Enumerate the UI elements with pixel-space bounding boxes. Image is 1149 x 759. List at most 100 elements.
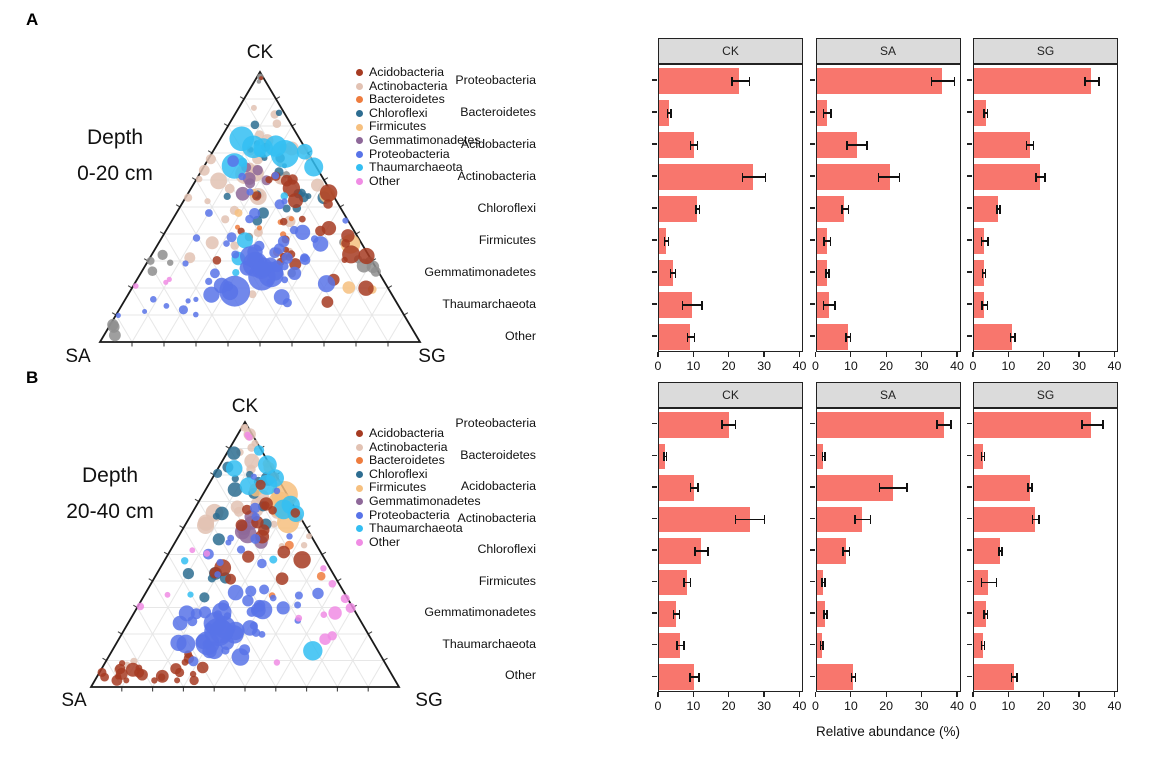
error-bar-cap [869, 514, 872, 524]
bar-category-label: Other [505, 329, 536, 343]
bar [659, 506, 750, 533]
scatter-point [231, 648, 250, 666]
y-axis-tick [652, 175, 657, 177]
error-bar-cap [983, 108, 985, 118]
error-bar-cap [1027, 483, 1029, 493]
scatter-point [231, 475, 239, 483]
y-axis-tick [967, 175, 972, 177]
error-bar [822, 581, 826, 584]
error-bar-cap [689, 140, 692, 150]
error-bar-cap [841, 204, 843, 214]
scatter-point [151, 677, 158, 684]
error-bar-cap [689, 483, 692, 493]
bar-category-label: Thaumarchaeota [442, 636, 536, 651]
legend-swatch-icon [356, 137, 363, 145]
error-bar-cap [854, 514, 856, 524]
scatter-point [182, 260, 189, 267]
y-axis-tick [967, 271, 972, 273]
legend-item-label: Proteobacteria [369, 146, 450, 161]
scatter-point [157, 249, 168, 260]
facet-plot-area [658, 408, 803, 692]
error-bar [823, 304, 835, 306]
ternary-b-right-axis-label: SG [415, 690, 443, 711]
error-bar [823, 613, 827, 615]
bar [974, 412, 1091, 438]
bar-category-label: Firmicutes [478, 573, 536, 588]
error-bar-cap [996, 204, 998, 214]
x-tick-label: 30 [914, 699, 929, 713]
bar-category-label: Chloroflexi [477, 201, 536, 215]
y-axis-tick [652, 517, 657, 520]
x-axis-tick [972, 352, 974, 357]
scatter-point [234, 208, 243, 217]
y-axis-tick [809, 644, 815, 646]
legend-swatch-icon [356, 96, 363, 104]
error-bar-cap [834, 300, 836, 310]
scatter-point [199, 592, 210, 603]
scatter-point [227, 155, 239, 167]
legend-item: Gemmatimonadetes [356, 494, 481, 509]
error-bar-cap [854, 672, 857, 682]
error-bar-cap [666, 108, 669, 118]
bar-category-label: Actinobacteria [457, 169, 536, 183]
x-axis-tick [885, 692, 887, 697]
x-tick-label: 30 [914, 359, 929, 373]
error-bar-cap [984, 268, 987, 278]
x-axis-tick [798, 352, 801, 357]
scatter-point [253, 144, 266, 157]
ternary-border [89, 420, 401, 688]
ternary-a-right-axis-label: SG [418, 346, 446, 367]
error-bar [984, 613, 988, 615]
scatter-point [293, 551, 311, 569]
legend-swatch-icon [356, 178, 363, 186]
error-bar [690, 487, 699, 489]
bar [974, 443, 983, 470]
scatter-point [269, 555, 278, 564]
error-bar [998, 550, 1002, 552]
scatter-point [340, 594, 350, 604]
x-axis-tick [763, 352, 765, 357]
scatter-point [227, 446, 241, 460]
scatter-point [227, 482, 243, 497]
error-bar-cap [696, 140, 699, 150]
scatter-point [245, 585, 257, 597]
facet-plot-area [815, 408, 961, 692]
x-tick-label: 10 [843, 699, 858, 713]
x-tick-label: 10 [686, 359, 701, 373]
scatter-point [236, 545, 246, 554]
scatter-point [250, 473, 257, 480]
grid-line [387, 314, 405, 343]
error-bar-cap [689, 578, 692, 588]
scatter-point [294, 591, 303, 600]
scatter-point [253, 240, 265, 252]
legend-swatch-icon [356, 164, 363, 172]
legend-item: Bacteroidetes [356, 93, 481, 107]
error-bar-cap [823, 236, 825, 246]
scatter-point [271, 171, 280, 180]
scatter-point [147, 266, 158, 276]
scatter-point [266, 469, 284, 487]
scatter-point [243, 425, 249, 431]
scatter-point [258, 455, 277, 475]
legend-item: Firmicutes [356, 120, 481, 134]
scatter-point [221, 215, 230, 224]
scatter-point [184, 193, 193, 202]
scatter-point [178, 305, 188, 315]
scatter-point [164, 591, 171, 598]
scatter-point [163, 303, 170, 309]
legend-swatch-icon [356, 443, 363, 451]
scatter-point [230, 500, 244, 514]
bar [974, 475, 1030, 501]
bar [974, 506, 1036, 533]
grid-line [306, 607, 354, 688]
legend-item: Chloroflexi [356, 467, 481, 482]
bar [659, 412, 729, 438]
facet-plot-area [973, 64, 1118, 352]
legend-item: Other [356, 174, 481, 189]
scatter-point [289, 225, 299, 235]
bar-category-label: Other [505, 668, 536, 683]
error-bar-cap [694, 546, 696, 556]
error-bar-cap [999, 204, 1001, 214]
scatter-point [275, 572, 289, 585]
legend-item-label: Firmicutes [369, 480, 427, 495]
